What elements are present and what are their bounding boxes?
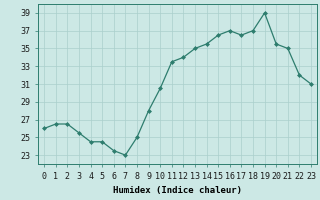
X-axis label: Humidex (Indice chaleur): Humidex (Indice chaleur) xyxy=(113,186,242,195)
